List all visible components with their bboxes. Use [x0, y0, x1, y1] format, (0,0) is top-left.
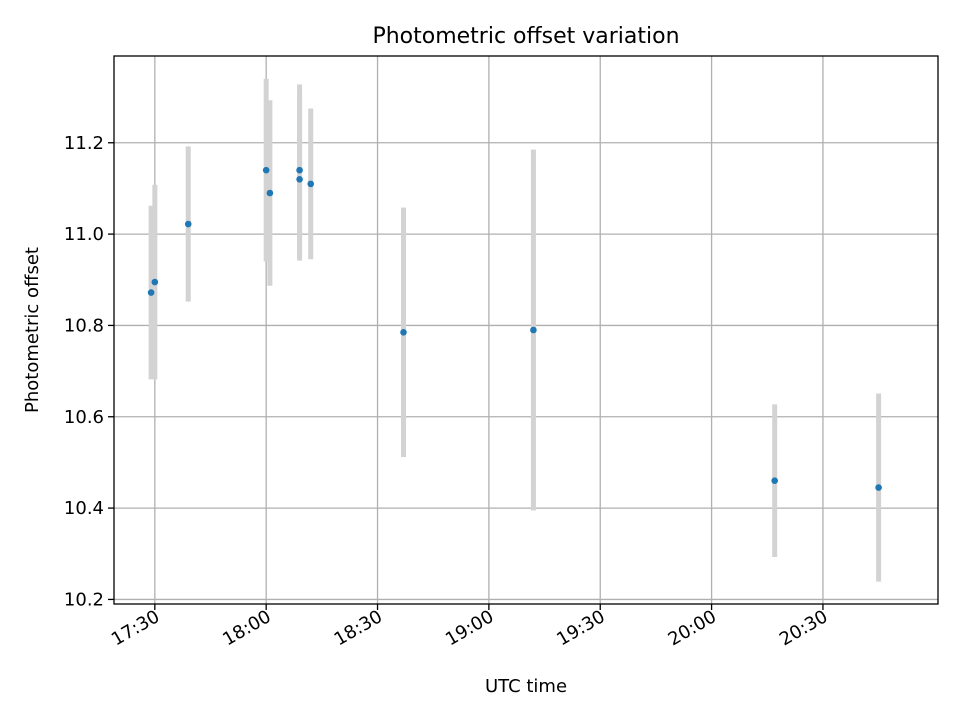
y-tick-label: 11.2: [64, 133, 104, 154]
data-point: [296, 166, 303, 174]
data-points: [147, 166, 882, 491]
data-point: [400, 328, 407, 336]
data-point: [147, 289, 155, 296]
grid: [114, 56, 938, 604]
y-tick-label: 10.8: [64, 315, 104, 336]
data-point: [262, 166, 270, 174]
x-tick-label: 20:00: [665, 606, 720, 650]
x-tick-label: 17:30: [108, 606, 163, 650]
axis-ticks: 17:30 18:00 18:30 19:00 19:30 20:00 20:30 10.2 1…: [64, 133, 832, 651]
error-bars: [148, 78, 882, 582]
x-tick-label: 19:00: [442, 606, 497, 650]
x-axis-title: UTC time: [485, 676, 567, 697]
y-tick-label: 11.0: [64, 224, 104, 245]
y-axis-title: Photometric offset: [22, 247, 43, 413]
data-point: [875, 484, 882, 491]
data-point: [530, 326, 537, 334]
y-tick-label: 10.2: [64, 589, 104, 610]
data-point: [296, 176, 303, 183]
plot-frame: [113, 55, 939, 605]
chart-title: Photometric offset variation: [372, 24, 679, 49]
x-tick-label: 20:30: [776, 606, 831, 650]
x-tick-label: 18:30: [331, 606, 386, 650]
y-tick-label: 10.6: [64, 407, 104, 428]
y-tick-label: 10.4: [64, 498, 104, 519]
data-point: [307, 180, 315, 188]
data-point: [266, 189, 274, 197]
data-point: [771, 477, 778, 485]
data-point: [184, 220, 192, 228]
x-tick-label: 18:00: [219, 606, 274, 650]
x-tick-label: 19:30: [553, 606, 608, 650]
data-point: [151, 278, 159, 286]
